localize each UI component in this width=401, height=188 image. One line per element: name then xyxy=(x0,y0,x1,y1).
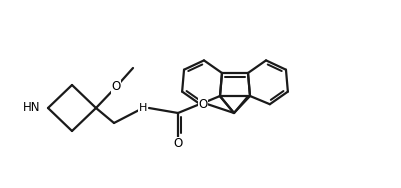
Text: O: O xyxy=(173,137,182,151)
Text: O: O xyxy=(198,98,207,111)
Text: O: O xyxy=(111,80,120,93)
Text: H: H xyxy=(138,103,147,113)
Text: HN: HN xyxy=(23,102,41,114)
